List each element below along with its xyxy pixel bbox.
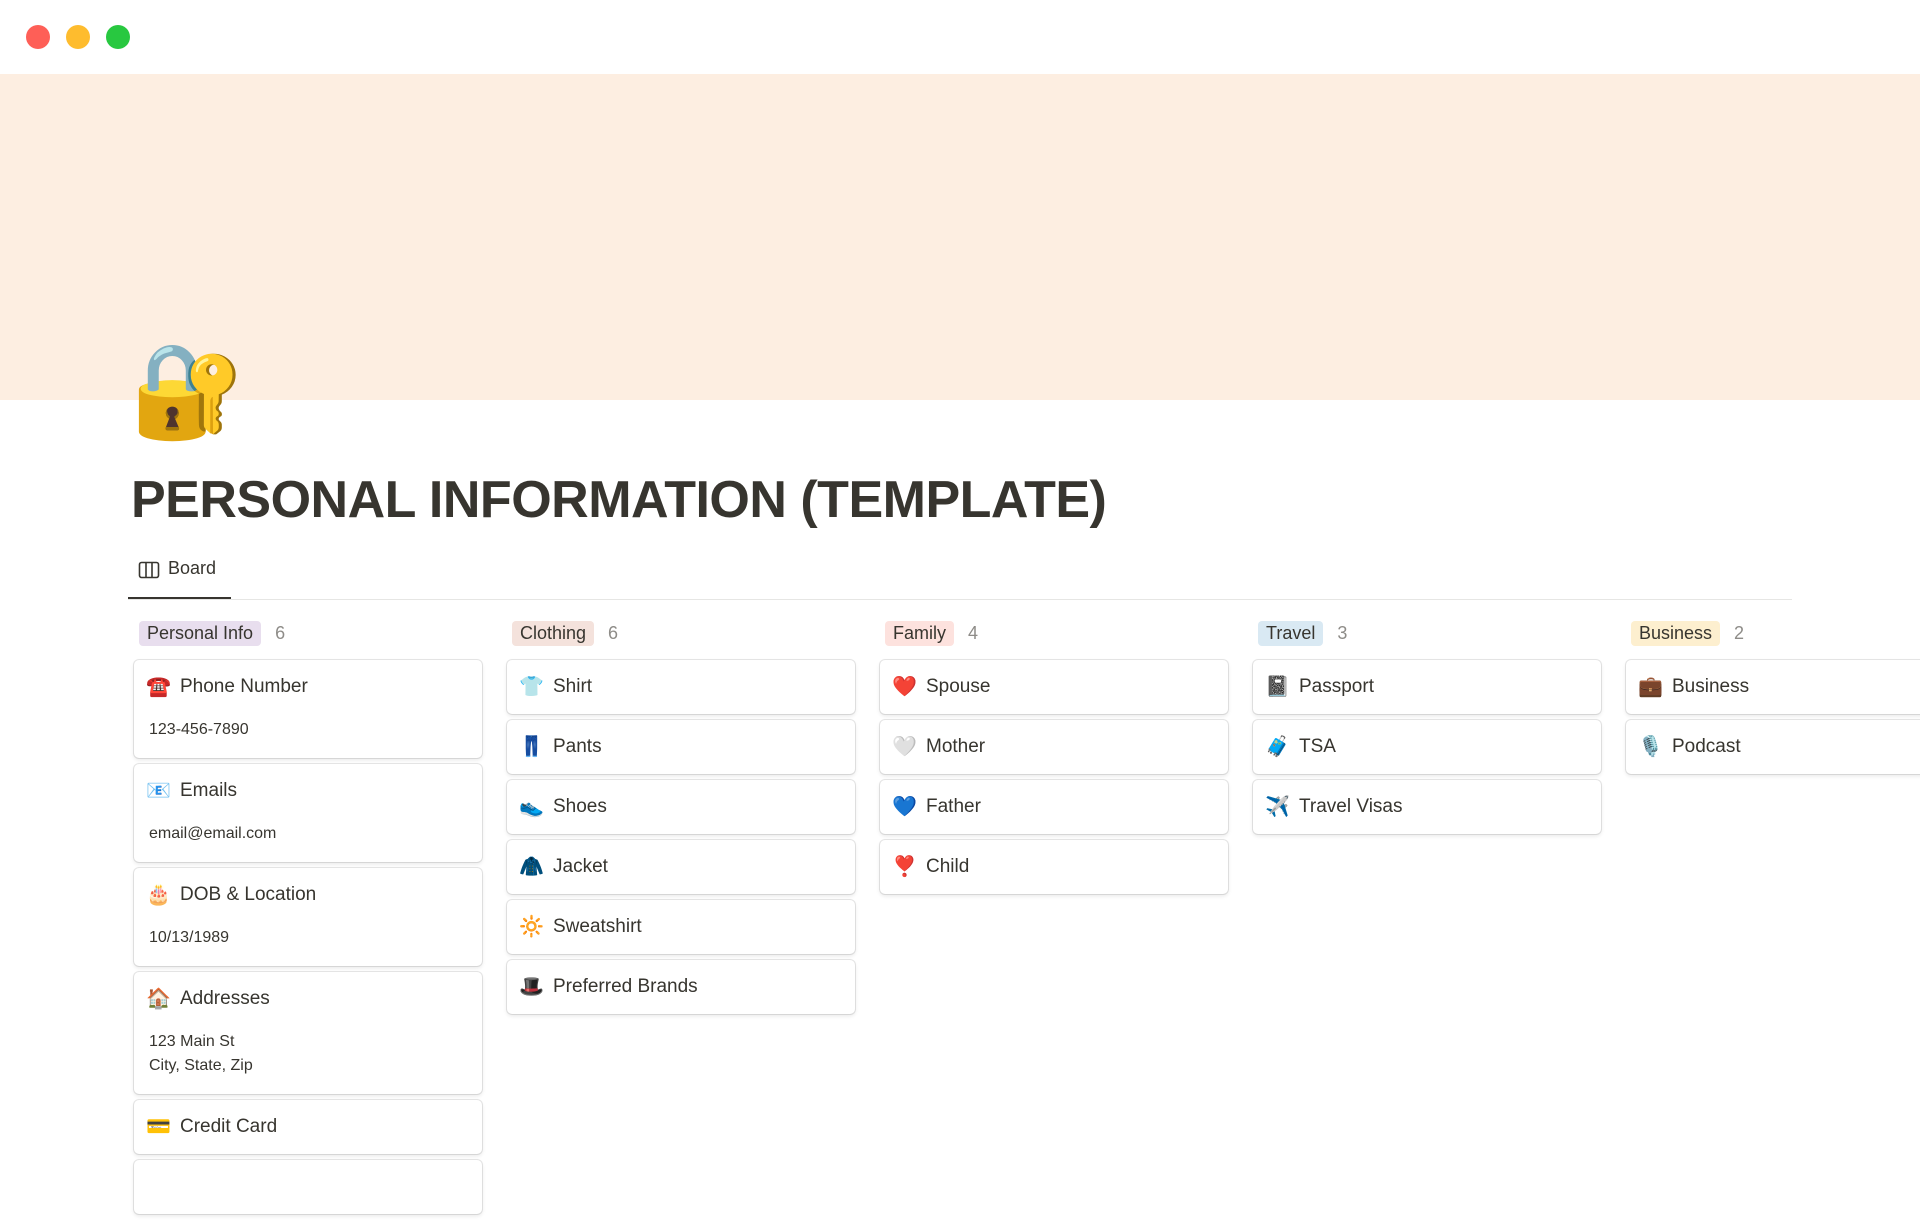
board-card[interactable]: ❣️ Child [880, 840, 1228, 894]
group-tag: Personal Info [139, 620, 262, 646]
card-emoji-icon: 💼 [1638, 676, 1663, 698]
board-card[interactable]: 📧 Emails email@email.com [134, 764, 482, 862]
board-card[interactable]: 🎂 DOB & Location 10/13/1989 [134, 868, 482, 966]
card-count: 3 [1337, 622, 1348, 643]
card-title: Father [926, 796, 981, 817]
card-emoji-icon: ☎️ [146, 676, 171, 698]
board-card[interactable]: ✈️ Travel Visas [1253, 780, 1601, 834]
group-tag: Clothing [512, 620, 595, 646]
card-count: 2 [1734, 622, 1745, 643]
board-icon [138, 561, 160, 579]
card-title: Shoes [553, 796, 607, 817]
board-card[interactable]: 📓 Passport [1253, 660, 1601, 714]
group-tag: Travel [1258, 620, 1324, 646]
board-column: Business 2 💼 Business 🎙️ Podcast [1626, 618, 1920, 780]
card-title: Pants [553, 736, 602, 757]
card-emoji-icon: 👕 [519, 676, 544, 698]
board-card[interactable]: 🎙️ Podcast [1626, 720, 1920, 774]
card-emoji-icon: 💙 [892, 796, 917, 818]
board-card[interactable]: 👕 Shirt [507, 660, 855, 714]
card-title: Phone Number [180, 676, 308, 697]
card-detail: 123-456-7890 [149, 721, 249, 738]
card-count: 4 [968, 622, 979, 643]
card-emoji-icon: 🤍 [892, 736, 917, 758]
card-title: Shirt [553, 676, 593, 697]
board-card[interactable]: 🏠 Addresses 123 Main St City, State, Zip [134, 972, 482, 1094]
board-column: Personal Info 6 ☎️ Phone Number 123-456-7890… [134, 618, 482, 1220]
column-header[interactable]: Business 2 [1631, 618, 1920, 648]
board-card[interactable]: 🎩 Preferred Brands [507, 960, 855, 1014]
card-title: Addresses [180, 988, 270, 1009]
card-emoji-icon: 🔆 [519, 916, 544, 938]
board-column: Family 4 ❤️ Spouse 🤍 Mother 💙 Father ❣️ Child [880, 618, 1228, 900]
column-header[interactable]: Personal Info 6 [139, 618, 482, 648]
card-emoji-icon: 🧥 [519, 856, 544, 878]
lock-key-icon[interactable]: 🔐 [130, 340, 245, 442]
card-emoji-icon: 📓 [1265, 676, 1290, 698]
card-emoji-icon: 🎩 [519, 976, 544, 998]
card-title: Travel Visas [1299, 796, 1403, 817]
tab-board[interactable]: Board [128, 558, 231, 599]
card-title: Jacket [553, 856, 608, 877]
tab-label: Board [168, 558, 217, 578]
card-title: Credit Card [180, 1116, 278, 1137]
card-emoji-icon: 💳 [146, 1116, 171, 1138]
card-detail: 10/13/1989 [149, 929, 230, 946]
card-emoji-icon: ✈️ [1265, 796, 1290, 818]
board-column: Clothing 6 👕 Shirt 👖 Pants 👟 Shoes 🧥 Jacket 🔆 Sweat… [507, 618, 855, 1020]
maximize-button[interactable] [106, 25, 130, 49]
board-card[interactable]: 👟 Shoes [507, 780, 855, 834]
card-emoji-icon: ❣️ [892, 856, 917, 878]
card-title: Spouse [926, 676, 991, 697]
board-card[interactable]: 🧳 TSA [1253, 720, 1601, 774]
card-title: DOB & Location [180, 884, 317, 905]
column-header[interactable]: Family 4 [885, 618, 1228, 648]
card-emoji-icon: 👟 [519, 796, 544, 818]
card-emoji-icon: 🧳 [1265, 736, 1290, 758]
card-title: Child [926, 856, 970, 877]
card-title: TSA [1299, 736, 1336, 757]
divider [128, 599, 1792, 600]
card-emoji-icon: 👖 [519, 736, 544, 758]
board-card[interactable] [134, 1160, 482, 1214]
card-emoji-icon: 🎂 [146, 884, 171, 906]
window-titlebar [0, 0, 1920, 74]
card-title: Passport [1299, 676, 1374, 697]
card-emoji-icon: 🎙️ [1638, 736, 1663, 758]
card-detail: email@email.com [149, 825, 277, 842]
board-card[interactable]: ☎️ Phone Number 123-456-7890 [134, 660, 482, 758]
card-emoji-icon: 🏠 [146, 988, 171, 1010]
board-card[interactable]: 🧥 Jacket [507, 840, 855, 894]
board-card[interactable]: 👖 Pants [507, 720, 855, 774]
group-tag: Family [885, 620, 954, 646]
card-title: Podcast [1672, 736, 1741, 757]
board-card[interactable]: 🔆 Sweatshirt [507, 900, 855, 954]
close-button[interactable] [26, 25, 50, 49]
board-card[interactable]: 🤍 Mother [880, 720, 1228, 774]
card-title: Preferred Brands [553, 976, 698, 997]
card-title: Business [1672, 676, 1750, 697]
column-header[interactable]: Travel 3 [1258, 618, 1601, 648]
column-header[interactable]: Clothing 6 [512, 618, 855, 648]
board-card[interactable]: ❤️ Spouse [880, 660, 1228, 714]
card-title: Emails [180, 780, 238, 801]
page-title[interactable]: PERSONAL INFORMATION (TEMPLATE) [131, 471, 1107, 529]
card-detail: 123 Main St City, State, Zip [149, 1033, 253, 1074]
card-emoji-icon: 📧 [146, 780, 171, 802]
board-card[interactable]: 💙 Father [880, 780, 1228, 834]
card-title: Mother [926, 736, 986, 757]
card-title: Sweatshirt [553, 916, 642, 937]
card-count: 6 [608, 622, 619, 643]
board-card[interactable]: 💳 Credit Card [134, 1100, 482, 1154]
group-tag: Business [1631, 620, 1721, 646]
board-card[interactable]: 💼 Business [1626, 660, 1920, 714]
card-emoji-icon: ❤️ [892, 676, 917, 698]
minimize-button[interactable] [66, 25, 90, 49]
card-count: 6 [275, 622, 286, 643]
board-column: Travel 3 📓 Passport 🧳 TSA ✈️ Travel Visas [1253, 618, 1601, 840]
page-cover [0, 74, 1920, 400]
